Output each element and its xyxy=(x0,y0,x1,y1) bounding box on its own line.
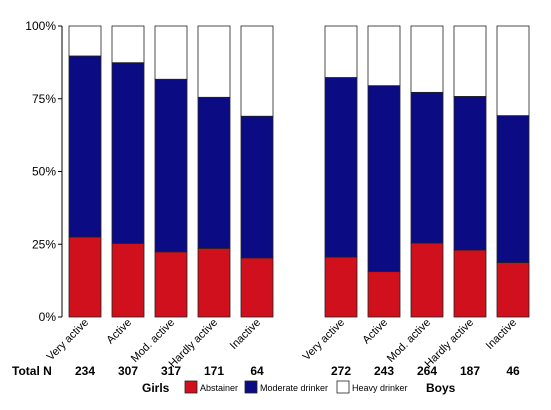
bar-segment-moderate-drinker xyxy=(68,55,102,238)
bar-segment-abstainer xyxy=(410,242,444,318)
bar-segment-moderate-drinker xyxy=(154,78,188,253)
bar-segment-heavy-drinker xyxy=(111,25,145,64)
category-label: Active xyxy=(104,317,134,347)
bar-segment-moderate-drinker xyxy=(240,115,274,259)
group-label-boys: Boys xyxy=(426,381,456,395)
y-tick-label: 100% xyxy=(25,19,56,33)
bar-segment-abstainer xyxy=(197,247,231,318)
bar-segment-heavy-drinker xyxy=(240,25,274,117)
bar-segment-heavy-drinker xyxy=(410,25,444,93)
total-n-value: 171 xyxy=(204,364,224,378)
category-label: Inactive xyxy=(228,317,263,352)
bar-segment-heavy-drinker xyxy=(367,25,401,87)
legend-label: Heavy drinker xyxy=(352,383,408,393)
total-n-value: 234 xyxy=(75,364,95,378)
total-n-value: 243 xyxy=(374,364,394,378)
bar-segment-moderate-drinker xyxy=(496,115,530,263)
group-label-girls: Girls xyxy=(142,381,170,395)
bar-segment-abstainer xyxy=(111,242,145,318)
bar-segment-heavy-drinker xyxy=(154,25,188,80)
bar-segment-moderate-drinker xyxy=(410,91,444,244)
legend-label: Moderate drinker xyxy=(260,383,328,393)
total-n-value: 264 xyxy=(417,364,437,378)
legend-swatch xyxy=(336,380,350,394)
total-n-value: 272 xyxy=(331,364,351,378)
bar-segment-abstainer xyxy=(496,262,530,318)
bar-segment-moderate-drinker xyxy=(197,96,231,249)
total-n-value: 317 xyxy=(161,364,181,378)
bar-segment-abstainer xyxy=(453,249,487,318)
bar-segment-moderate-drinker xyxy=(111,62,145,244)
bar-segment-abstainer xyxy=(367,271,401,318)
total-n-value: 46 xyxy=(506,364,520,378)
bar-segment-heavy-drinker xyxy=(324,25,358,78)
bar-segment-heavy-drinker xyxy=(68,25,102,57)
bar-segment-heavy-drinker xyxy=(197,25,231,98)
y-tick-label: 0% xyxy=(39,310,57,324)
bar-segment-abstainer xyxy=(68,236,102,318)
total-n-value: 307 xyxy=(118,364,138,378)
category-label: Inactive xyxy=(484,317,519,352)
bar-segment-heavy-drinker xyxy=(496,25,530,117)
bar-segment-abstainer xyxy=(240,257,274,318)
total-n-value: 64 xyxy=(250,364,264,378)
total-n-value: 187 xyxy=(460,364,480,378)
category-label: Active xyxy=(360,317,390,347)
legend-swatch xyxy=(184,380,198,394)
bar-segment-heavy-drinker xyxy=(453,25,487,97)
y-tick-label: 25% xyxy=(32,237,56,251)
bar-segment-abstainer xyxy=(154,251,188,318)
total-n-label: Total N xyxy=(12,364,52,378)
bar-segment-moderate-drinker xyxy=(324,77,358,258)
y-tick-label: 75% xyxy=(32,92,56,106)
category-label: Very active xyxy=(301,317,348,364)
bar-segment-moderate-drinker xyxy=(367,85,401,273)
legend-label: Abstainer xyxy=(200,383,238,393)
bar-segment-moderate-drinker xyxy=(453,96,487,251)
y-tick-label: 50% xyxy=(32,165,56,179)
legend-swatch xyxy=(244,380,258,394)
bar-segment-abstainer xyxy=(324,256,358,318)
